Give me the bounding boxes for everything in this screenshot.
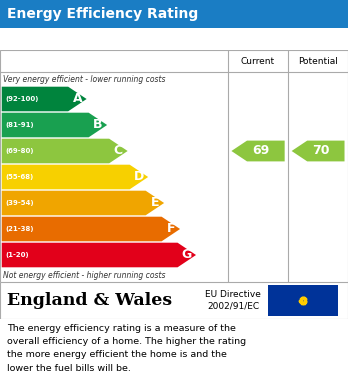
Text: (69-80): (69-80) bbox=[5, 148, 34, 154]
Text: Current: Current bbox=[241, 57, 275, 66]
Text: F: F bbox=[167, 222, 175, 235]
Text: (92-100): (92-100) bbox=[5, 96, 39, 102]
Text: E: E bbox=[151, 197, 159, 210]
Text: (21-38): (21-38) bbox=[5, 226, 34, 232]
Text: Not energy efficient - higher running costs: Not energy efficient - higher running co… bbox=[3, 271, 166, 280]
Text: B: B bbox=[93, 118, 103, 131]
Polygon shape bbox=[2, 243, 196, 267]
Polygon shape bbox=[292, 141, 345, 161]
Text: (1-20): (1-20) bbox=[5, 252, 29, 258]
Text: 70: 70 bbox=[313, 145, 330, 158]
Text: D: D bbox=[134, 170, 144, 183]
Bar bbox=[268, 285, 338, 316]
Text: 69: 69 bbox=[253, 145, 270, 158]
Text: (81-91): (81-91) bbox=[5, 122, 34, 128]
Polygon shape bbox=[2, 87, 87, 111]
Polygon shape bbox=[2, 139, 128, 163]
Polygon shape bbox=[2, 113, 107, 137]
Polygon shape bbox=[2, 191, 164, 215]
Text: (39-54): (39-54) bbox=[5, 200, 34, 206]
Text: G: G bbox=[182, 249, 192, 262]
Polygon shape bbox=[231, 141, 285, 161]
Text: (55-68): (55-68) bbox=[5, 174, 33, 180]
Text: Energy Efficiency Rating: Energy Efficiency Rating bbox=[7, 7, 198, 21]
Text: A: A bbox=[73, 93, 82, 106]
Polygon shape bbox=[2, 165, 148, 189]
Text: Potential: Potential bbox=[298, 57, 338, 66]
Text: EU Directive
2002/91/EC: EU Directive 2002/91/EC bbox=[205, 290, 261, 311]
Text: England & Wales: England & Wales bbox=[7, 292, 172, 309]
Polygon shape bbox=[2, 217, 180, 241]
Text: Very energy efficient - lower running costs: Very energy efficient - lower running co… bbox=[3, 75, 166, 84]
Text: C: C bbox=[114, 145, 123, 158]
Text: The energy efficiency rating is a measure of the
overall efficiency of a home. T: The energy efficiency rating is a measur… bbox=[7, 324, 246, 373]
